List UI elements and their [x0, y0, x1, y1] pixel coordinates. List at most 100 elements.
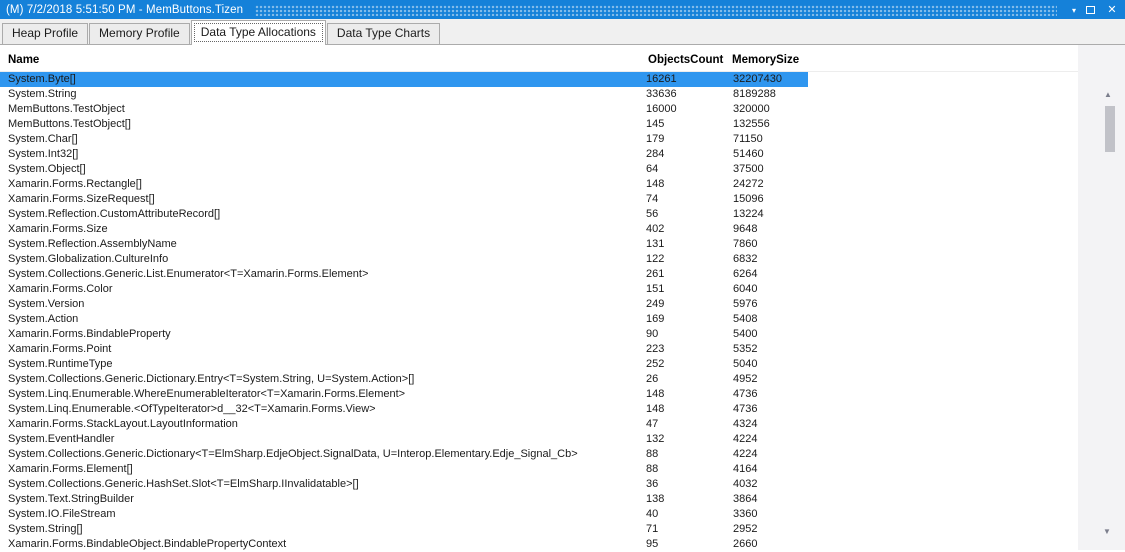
table-row[interactable]: Xamarin.Forms.BindableObject.BindablePro…: [0, 537, 1078, 552]
table-row[interactable]: System.Collections.Generic.Dictionary.En…: [0, 372, 1078, 387]
cell-name: Xamarin.Forms.SizeRequest[]: [8, 193, 155, 205]
cell-name: System.Object[]: [8, 163, 86, 175]
table-row[interactable]: System.EventHandler 132 4224: [0, 432, 1078, 447]
scroll-up-icon[interactable]: ▲: [1104, 90, 1112, 99]
cell-objects-count: 145: [646, 118, 665, 130]
table-row[interactable]: System.Reflection.AssemblyName 131 7860: [0, 237, 1078, 252]
cell-memory-size: 4224: [733, 448, 758, 460]
cell-name: System.String: [8, 88, 77, 100]
cell-objects-count: 179: [646, 133, 665, 145]
table-row[interactable]: System.Int32[] 284 51460: [0, 147, 1078, 162]
cell-memory-size: 24272: [733, 178, 764, 190]
table-row[interactable]: System.IO.FileStream 40 3360: [0, 507, 1078, 522]
table-row[interactable]: System.Version 249 5976: [0, 297, 1078, 312]
column-header-memorysize[interactable]: MemorySize: [732, 54, 800, 66]
tab-data-type-allocations[interactable]: Data Type Allocations: [190, 20, 326, 45]
cell-name: System.Char[]: [8, 133, 78, 145]
tab-data-type-charts[interactable]: Data Type Charts: [326, 23, 441, 44]
cell-name: Xamarin.Forms.Size: [8, 223, 108, 235]
cell-objects-count: 33636: [646, 88, 677, 100]
cell-name: System.Int32[]: [8, 148, 79, 160]
cell-name: Xamarin.Forms.Point: [8, 343, 112, 355]
cell-name: System.Collections.Generic.HashSet.Slot<…: [8, 478, 359, 490]
cell-objects-count: 402: [646, 223, 665, 235]
table-row[interactable]: System.Globalization.CultureInfo 122 6832: [0, 252, 1078, 267]
cell-name: Xamarin.Forms.Color: [8, 283, 113, 295]
table-row[interactable]: Xamarin.Forms.Element[] 88 4164: [0, 462, 1078, 477]
cell-memory-size: 37500: [733, 163, 764, 175]
cell-memory-size: 51460: [733, 148, 764, 160]
table-row[interactable]: System.String 33636 8189288: [0, 87, 1078, 102]
table-row[interactable]: Xamarin.Forms.StackLayout.LayoutInformat…: [0, 417, 1078, 432]
scrollbar-thumb[interactable]: [1105, 106, 1115, 152]
cell-objects-count: 16261: [646, 73, 677, 85]
cell-memory-size: 3360: [733, 508, 758, 520]
cell-name: System.Collections.Generic.List.Enumerat…: [8, 268, 369, 280]
cell-name: System.Linq.Enumerable.<OfTypeIterator>d…: [8, 403, 376, 415]
cell-name: System.Version: [8, 298, 85, 310]
table-row[interactable]: System.Text.StringBuilder 138 3864: [0, 492, 1078, 507]
cell-memory-size: 4952: [733, 373, 758, 385]
table-row[interactable]: System.RuntimeType 252 5040: [0, 357, 1078, 372]
titlebar[interactable]: (M) 7/2/2018 5:51:50 PM - MemButtons.Tiz…: [0, 0, 1125, 19]
cell-objects-count: 88: [646, 448, 659, 460]
cell-name: System.RuntimeType: [8, 358, 113, 370]
tab-memory-profile[interactable]: Memory Profile: [89, 23, 190, 44]
cell-name: System.Action: [8, 313, 79, 325]
table-row[interactable]: System.Linq.Enumerable.<OfTypeIterator>d…: [0, 402, 1078, 417]
maximize-button[interactable]: [1086, 5, 1095, 14]
row-container: System.Byte[] 16261 32207430 System.String 3…: [0, 72, 1078, 552]
cell-memory-size: 320000: [733, 103, 770, 115]
cell-objects-count: 64: [646, 163, 659, 175]
table-row[interactable]: System.Collections.Generic.HashSet.Slot<…: [0, 477, 1078, 492]
column-header-objectscount[interactable]: ObjectsCount: [648, 54, 724, 66]
cell-memory-size: 132556: [733, 118, 770, 130]
cell-memory-size: 4736: [733, 388, 758, 400]
window-menu-icon[interactable]: ▾: [1071, 5, 1076, 15]
cell-objects-count: 36: [646, 478, 659, 490]
cell-name: System.Reflection.AssemblyName: [8, 238, 177, 250]
cell-objects-count: 148: [646, 388, 665, 400]
cell-name: MemButtons.TestObject[]: [8, 118, 131, 130]
cell-memory-size: 15096: [733, 193, 764, 205]
table-row[interactable]: Xamarin.Forms.Rectangle[] 148 24272: [0, 177, 1078, 192]
table-row[interactable]: System.Collections.Generic.Dictionary<T=…: [0, 447, 1078, 462]
table-row[interactable]: Xamarin.Forms.Color 151 6040: [0, 282, 1078, 297]
table-row[interactable]: Xamarin.Forms.SizeRequest[] 74 15096: [0, 192, 1078, 207]
table-row[interactable]: System.Byte[] 16261 32207430: [0, 72, 808, 87]
column-header-name[interactable]: Name: [8, 54, 40, 66]
cell-memory-size: 4164: [733, 463, 758, 475]
cell-objects-count: 148: [646, 178, 665, 190]
table-row[interactable]: System.Collections.Generic.List.Enumerat…: [0, 267, 1078, 282]
table-row[interactable]: System.Action 169 5408: [0, 312, 1078, 327]
table-row[interactable]: Xamarin.Forms.Size 402 9648: [0, 222, 1078, 237]
cell-objects-count: 26: [646, 373, 659, 385]
cell-objects-count: 88: [646, 463, 659, 475]
cell-name: Xamarin.Forms.BindableProperty: [8, 328, 171, 340]
table-row[interactable]: System.String[] 71 2952: [0, 522, 1078, 537]
table-row[interactable]: System.Reflection.CustomAttributeRecord[…: [0, 207, 1078, 222]
cell-name: System.Globalization.CultureInfo: [8, 253, 169, 265]
tab-heap-profile[interactable]: Heap Profile: [2, 23, 89, 44]
cell-memory-size: 3864: [733, 493, 758, 505]
cell-name: System.Collections.Generic.Dictionary<T=…: [8, 448, 578, 460]
cell-name: System.Linq.Enumerable.WhereEnumerableIt…: [8, 388, 406, 400]
cell-memory-size: 9648: [733, 223, 758, 235]
table-row[interactable]: System.Object[] 64 37500: [0, 162, 1078, 177]
table-row[interactable]: Xamarin.Forms.BindableProperty 90 5400: [0, 327, 1078, 342]
cell-memory-size: 6040: [733, 283, 758, 295]
table-row[interactable]: System.Char[] 179 71150: [0, 132, 1078, 147]
cell-objects-count: 249: [646, 298, 665, 310]
table-row[interactable]: MemButtons.TestObject[] 145 132556: [0, 117, 1078, 132]
scroll-down-icon[interactable]: ▼: [1103, 527, 1111, 536]
tab-strip: Heap Profile Memory Profile Data Type Allo…: [0, 19, 1125, 45]
table-row[interactable]: Xamarin.Forms.Point 223 5352: [0, 342, 1078, 357]
cell-memory-size: 71150: [733, 133, 763, 145]
table-row[interactable]: System.Linq.Enumerable.WhereEnumerableIt…: [0, 387, 1078, 402]
cell-objects-count: 252: [646, 358, 665, 370]
cell-memory-size: 5352: [733, 343, 758, 355]
close-button[interactable]: ✕: [1107, 4, 1117, 16]
cell-name: Xamarin.Forms.StackLayout.LayoutInformat…: [8, 418, 238, 430]
cell-memory-size: 8189288: [733, 88, 776, 100]
table-row[interactable]: MemButtons.TestObject 16000 320000: [0, 102, 1078, 117]
